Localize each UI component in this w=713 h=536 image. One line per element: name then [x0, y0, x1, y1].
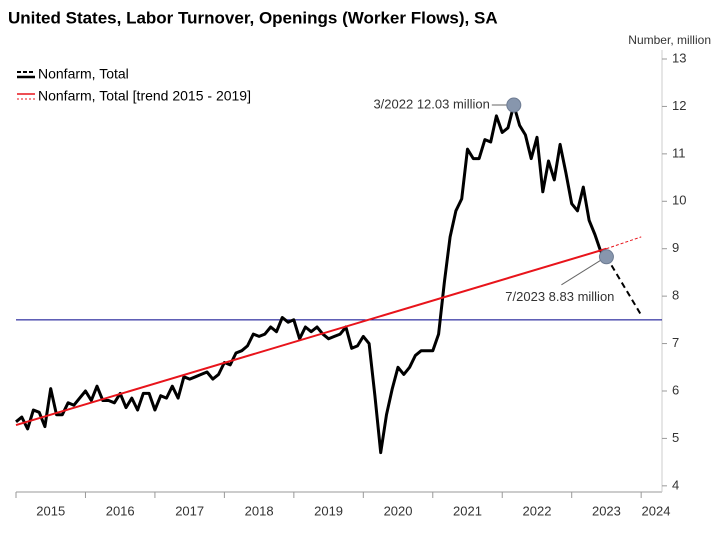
y-tick-label: 5: [672, 430, 679, 445]
series-line: [15, 247, 607, 427]
x-tick-label: 2019: [314, 503, 343, 518]
x-tick-label: 2017: [175, 503, 204, 518]
y-tick-label: 10: [672, 193, 686, 208]
y-axis-label: Number, million: [628, 33, 711, 47]
annotation-label: 3/2022 12.03 million: [373, 96, 489, 111]
legend-label: Nonfarm, Total [trend 2015 - 2019]: [38, 88, 251, 104]
y-tick-label: 7: [672, 335, 679, 350]
annotation-leader: [561, 259, 602, 286]
x-tick-label: 2021: [453, 503, 482, 518]
y-tick-label: 4: [672, 477, 679, 492]
series-line: [15, 103, 608, 455]
forecast-line: [606, 236, 642, 250]
y-tick-label: 11: [672, 145, 686, 160]
x-tick-label: 2022: [523, 503, 552, 518]
x-tick-label: 2015: [36, 503, 65, 518]
y-tick-label: 8: [672, 288, 679, 303]
y-tick-label: 13: [672, 50, 686, 65]
x-tick-label: 2024: [642, 503, 671, 518]
x-tick-label: 2020: [384, 503, 413, 518]
annotation-point: [598, 249, 614, 265]
y-tick-label: 9: [672, 240, 679, 255]
y-tick-label: 6: [672, 382, 679, 397]
forecast-line: [605, 256, 643, 316]
y-tick-label: 12: [672, 98, 686, 113]
chart-title: United States, Labor Turnover, Openings …: [8, 8, 498, 27]
legend-label: Nonfarm, Total: [38, 66, 129, 82]
x-tick-label: 2016: [106, 503, 135, 518]
x-tick-label: 2018: [245, 503, 274, 518]
x-tick-label: 2023: [592, 503, 621, 518]
annotation-label: 7/2023 8.83 million: [505, 289, 614, 304]
annotation-point: [506, 97, 522, 113]
